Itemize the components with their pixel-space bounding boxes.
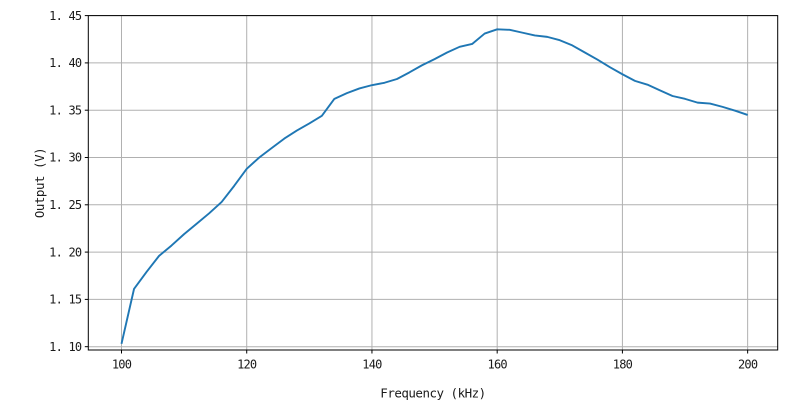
y-tick-label: 1. 25	[49, 198, 82, 212]
y-tick-label: 1. 20	[49, 245, 82, 259]
x-tick-label: 160	[488, 358, 508, 372]
x-axis-label: Frequency (kHz)	[380, 386, 485, 401]
x-tick-label: 180	[613, 358, 633, 372]
y-tick-label: 1. 45	[49, 9, 82, 23]
y-tick-label: 1. 40	[49, 56, 82, 70]
x-tick-label: 200	[738, 358, 758, 372]
y-tick-label: 1. 35	[49, 103, 82, 117]
x-tick-label: 140	[362, 358, 382, 372]
y-axis-label: Output (V)	[32, 148, 47, 218]
x-tick-label: 120	[237, 358, 257, 372]
y-tick-label: 1. 15	[49, 293, 82, 307]
data-line-output	[120, 28, 748, 345]
y-tick-label: 1. 30	[49, 151, 82, 165]
y-tick-label: 1. 10	[49, 340, 82, 354]
x-tick-label: 100	[112, 358, 132, 372]
plot-border	[87, 15, 779, 351]
